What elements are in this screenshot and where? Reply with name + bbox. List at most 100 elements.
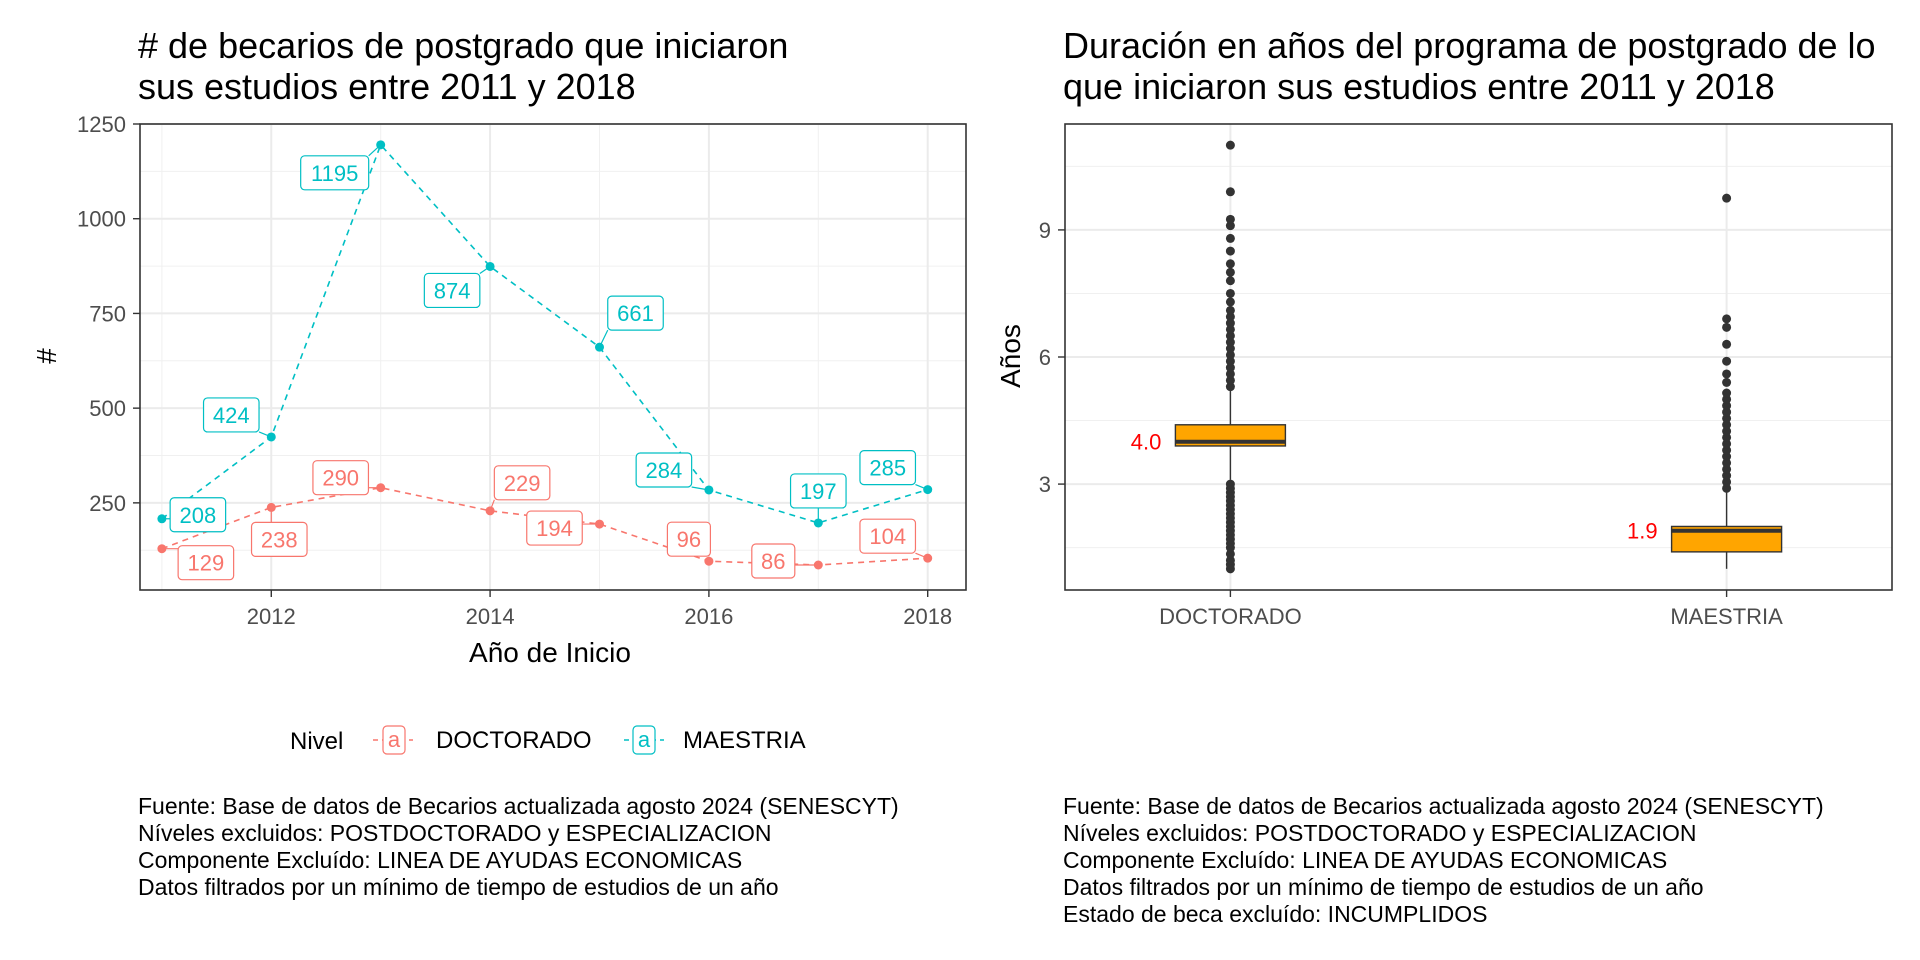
y-tick-label: 1000 bbox=[77, 207, 126, 232]
label-connector bbox=[915, 552, 928, 559]
label-connector bbox=[691, 486, 710, 491]
outlier-point bbox=[1722, 394, 1732, 404]
data-label: 284 bbox=[646, 458, 683, 483]
x-tick-label: 2014 bbox=[466, 604, 515, 629]
data-label: 96 bbox=[677, 527, 701, 552]
data-label-box bbox=[751, 543, 796, 579]
outlier-point bbox=[1722, 452, 1732, 462]
outlier-point bbox=[1225, 555, 1235, 565]
box-chart: Duración en años del programa de postgra… bbox=[995, 25, 1893, 927]
data-label-box bbox=[859, 518, 917, 554]
legend-key-glyph: a bbox=[638, 727, 651, 752]
data-label: 290 bbox=[322, 466, 359, 491]
outlier-point bbox=[1225, 356, 1235, 366]
data-label: 208 bbox=[180, 503, 217, 528]
outlier-point bbox=[1225, 221, 1235, 231]
data-point bbox=[704, 556, 714, 566]
caption-line: Datos filtrados por un mínimo de tiempo … bbox=[1063, 874, 1704, 900]
grid bbox=[1065, 124, 1892, 590]
legend-title: Nivel bbox=[290, 728, 343, 755]
legend-label-maestria: MAESTRIA bbox=[683, 727, 806, 754]
data-label: 285 bbox=[869, 456, 906, 481]
series-layer bbox=[157, 140, 933, 570]
chart-title-line-2: que iniciaron sus estudios entre 2011 y … bbox=[1063, 66, 1775, 107]
boxes-layer: 4.0 1.9 bbox=[1131, 140, 1783, 574]
label-connector bbox=[598, 329, 609, 348]
outlier-point bbox=[1722, 356, 1732, 366]
data-label-box bbox=[177, 545, 235, 581]
y-tick-label: 9 bbox=[1039, 218, 1051, 243]
data-label: 229 bbox=[504, 471, 541, 496]
data-label-box bbox=[202, 397, 260, 433]
axis-ticks: 3 6 9 DOCTORADO MAESTRIA bbox=[1039, 218, 1783, 629]
outlier-point bbox=[1225, 214, 1235, 224]
y-tick-label: 6 bbox=[1039, 345, 1051, 370]
chart-title-line-1: Duración en años del programa de postgra… bbox=[1063, 25, 1876, 66]
legend-key-maestria: a bbox=[624, 725, 664, 755]
y-tick-label: 250 bbox=[89, 491, 126, 516]
outlier-point bbox=[1722, 464, 1732, 474]
outlier-point bbox=[1225, 324, 1235, 334]
outlier-point bbox=[1722, 477, 1732, 487]
y-tick-label: 1250 bbox=[77, 112, 126, 137]
data-label: 661 bbox=[617, 301, 654, 326]
median-label: 4.0 bbox=[1131, 430, 1162, 455]
caption-line: Fuente: Base de datos de Becarios actual… bbox=[1063, 793, 1824, 819]
data-label-box bbox=[169, 497, 227, 533]
data-label: 104 bbox=[869, 524, 906, 549]
outlier-point bbox=[1722, 377, 1732, 387]
caption-line: Níveles excluidos: POSTDOCTORADO y ESPEC… bbox=[1063, 820, 1697, 846]
data-label-box bbox=[789, 473, 847, 509]
chart-title-line-2: sus estudios entre 2011 y 2018 bbox=[138, 66, 636, 107]
label-connector bbox=[915, 484, 928, 491]
caption-line: Estado de beca excluído: INCUMPLIDOS bbox=[1063, 901, 1487, 927]
data-label-box bbox=[666, 521, 712, 557]
outlier-point bbox=[1722, 193, 1732, 203]
data-labels: 129 238 290 229 194 96 86 104 208 424 1195 874 661 28… bbox=[161, 144, 928, 581]
series-line-doctorado bbox=[161, 486, 928, 566]
outlier-point bbox=[1722, 439, 1732, 449]
caption-line: Componente Excluído: LINEA DE AYUDAS ECO… bbox=[1063, 847, 1667, 873]
data-label: 238 bbox=[261, 527, 298, 552]
data-label: 1195 bbox=[311, 161, 358, 186]
outlier-point bbox=[1225, 369, 1235, 379]
data-label-box bbox=[312, 460, 370, 496]
outlier-point bbox=[1722, 413, 1732, 423]
outlier-point bbox=[1225, 140, 1235, 150]
outlier-point bbox=[1225, 350, 1235, 360]
caption-line: Datos filtrados por un mínimo de tiempo … bbox=[138, 874, 779, 900]
label-connector bbox=[479, 265, 491, 274]
data-label-box bbox=[607, 295, 664, 331]
legend: Nivel a DOCTORADO a MAESTRIA bbox=[290, 725, 806, 755]
data-label-box bbox=[526, 510, 583, 546]
outlier-point bbox=[1225, 479, 1235, 489]
outlier-point bbox=[1225, 375, 1235, 385]
y-axis-label: Años bbox=[995, 324, 1026, 388]
data-label-box bbox=[300, 155, 370, 191]
outlier-point bbox=[1722, 314, 1732, 324]
outlier-point bbox=[1225, 267, 1235, 277]
outlier-point bbox=[1225, 297, 1235, 307]
data-label: 129 bbox=[188, 551, 225, 576]
x-tick-label: 2012 bbox=[247, 604, 296, 629]
outlier-point bbox=[1225, 305, 1235, 315]
label-connector bbox=[489, 499, 495, 512]
data-label: 86 bbox=[761, 549, 785, 574]
outlier-point bbox=[1722, 339, 1732, 349]
y-tick-label: 3 bbox=[1039, 472, 1051, 497]
outlier-point bbox=[1722, 369, 1732, 379]
y-tick-label: 750 bbox=[89, 301, 126, 326]
x-tick-label: DOCTORADO bbox=[1159, 604, 1302, 629]
outlier-point bbox=[1225, 337, 1235, 347]
outlier-point bbox=[1225, 549, 1235, 559]
x-axis-label: Año de Inicio bbox=[469, 637, 631, 668]
outlier-point bbox=[1225, 344, 1235, 354]
outlier-point bbox=[1722, 420, 1732, 430]
outlier-point bbox=[1225, 382, 1235, 392]
outlier-point bbox=[1225, 318, 1235, 328]
label-connector bbox=[258, 431, 272, 438]
outlier-point bbox=[1225, 246, 1235, 256]
x-tick-label: 2016 bbox=[684, 604, 733, 629]
plot-panel-border bbox=[139, 123, 967, 591]
